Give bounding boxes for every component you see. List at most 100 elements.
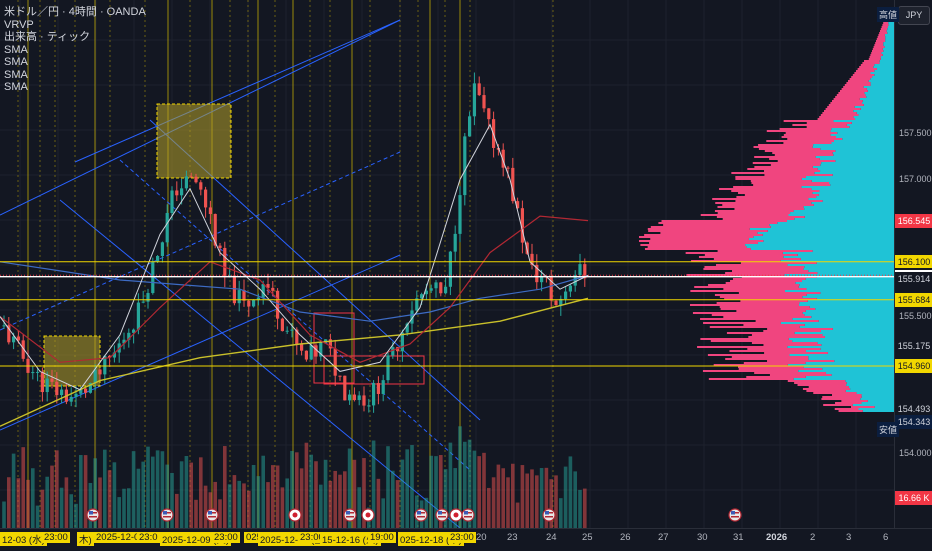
us-flag-event-icon[interactable] xyxy=(86,508,100,522)
volume-bar xyxy=(295,452,299,528)
candle-body xyxy=(184,176,188,189)
indicator-sma-1[interactable]: SMA xyxy=(4,43,28,56)
volume-bar xyxy=(50,465,54,528)
sma-line[interactable] xyxy=(0,261,589,322)
candle-body xyxy=(55,381,59,396)
vrvp-down-bar xyxy=(751,342,818,344)
vrvp-up-bar xyxy=(888,24,894,26)
volume-bar xyxy=(549,479,553,528)
candle-body xyxy=(559,298,563,306)
time-label: 6 xyxy=(883,532,889,543)
price-axis[interactable]: 157.500 157.000 155.500 154.000 156.545 156.1… xyxy=(894,0,932,528)
jp-flag-event-icon[interactable] xyxy=(361,508,375,522)
vrvp-up-bar xyxy=(882,54,894,56)
vrvp-down-bar xyxy=(724,298,817,300)
vrvp-up-bar xyxy=(787,346,894,348)
highlight-box[interactable] xyxy=(156,103,232,179)
vrvp-down-bar xyxy=(876,38,886,40)
vrvp-down-bar xyxy=(753,184,831,186)
candle-body xyxy=(122,339,126,344)
economic-event-icons[interactable] xyxy=(86,508,742,522)
volume-bars xyxy=(2,426,587,528)
candle-body xyxy=(218,245,222,248)
sma-line[interactable] xyxy=(0,297,589,427)
candle-body xyxy=(463,136,467,196)
vrvp-down-bar xyxy=(792,124,847,126)
us-flag-event-icon[interactable] xyxy=(435,508,449,522)
us-flag-event-icon[interactable] xyxy=(160,508,174,522)
us-flag-event-icon[interactable] xyxy=(343,508,357,522)
vrvp-down-bar xyxy=(859,66,874,68)
sma-line[interactable] xyxy=(0,123,589,391)
volume-bar xyxy=(170,472,174,528)
vrvp-down-bar xyxy=(840,90,868,92)
indicator-volume[interactable]: 出来高 · ティック xyxy=(4,31,91,43)
time-axis[interactable]: 12-03 (水) 23:00 木) 2025-12-0 23:0 2025-12-09 … xyxy=(0,528,932,551)
vrvp-up-bar xyxy=(845,390,894,392)
vrvp-down-bar xyxy=(835,96,867,98)
indicator-vrvp[interactable]: VRVP xyxy=(4,18,34,31)
time-label: 2026 xyxy=(766,532,788,543)
vrvp-down-bar xyxy=(717,212,791,214)
volume-bar xyxy=(64,477,69,528)
candle-body xyxy=(36,371,40,373)
descending-channel-midline[interactable] xyxy=(119,159,471,471)
indicator-sma-3[interactable]: SMA xyxy=(4,68,28,81)
us-flag-event-icon[interactable] xyxy=(461,508,475,522)
volume-bar xyxy=(261,455,265,528)
time-label: 30 xyxy=(697,532,708,543)
vrvp-up-bar xyxy=(886,30,894,32)
vrvp-down-bar xyxy=(878,34,885,36)
candle-body xyxy=(376,383,380,394)
candle-body xyxy=(583,264,587,279)
candle-body xyxy=(549,277,553,301)
vrvp-up-bar xyxy=(887,26,894,28)
currency-button[interactable]: JPY xyxy=(898,6,930,25)
vrvp-up-bar xyxy=(784,290,894,292)
indicator-sma-4[interactable]: SMA xyxy=(4,81,28,93)
vrvp-down-bar xyxy=(841,88,867,90)
vrvp-up-bar xyxy=(861,394,894,396)
us-flag-event-icon[interactable] xyxy=(205,508,219,522)
vrvp-down-bar xyxy=(848,80,869,82)
vrvp-down-bar xyxy=(882,24,889,26)
channel-midline[interactable] xyxy=(0,151,401,331)
vrvp-down-bar xyxy=(831,394,862,396)
volume-bar xyxy=(539,468,544,528)
candle-body xyxy=(520,208,524,243)
us-flag-event-icon[interactable] xyxy=(414,508,428,522)
volume-bar xyxy=(443,469,448,528)
us-flag-event-icon[interactable] xyxy=(728,508,742,522)
vrvp-up-bar xyxy=(835,160,894,162)
vrvp-down-bar xyxy=(883,22,889,24)
jp-flag-event-icon[interactable] xyxy=(449,508,463,522)
volume-bar xyxy=(40,489,45,528)
jp-flag-event-icon[interactable] xyxy=(288,508,302,522)
candle-body xyxy=(482,95,486,109)
volume-bar xyxy=(343,471,347,528)
sma-line[interactable] xyxy=(0,215,589,363)
vrvp-down-bar xyxy=(644,234,763,236)
vrvp-down-bar xyxy=(806,126,850,128)
volume-bar xyxy=(501,468,505,528)
vrvp-down-bar xyxy=(764,150,836,152)
vrvp-down-bar xyxy=(856,70,875,72)
vrvp-up-bar xyxy=(780,260,894,262)
indicator-sma-2[interactable]: SMA xyxy=(4,56,28,68)
volume-bar xyxy=(194,499,198,528)
vrvp-up-bar xyxy=(830,130,894,132)
vrvp-up-bar xyxy=(883,42,894,44)
volume-bar xyxy=(203,485,208,528)
channel-line[interactable] xyxy=(74,19,401,163)
vrvp-down-bar xyxy=(731,356,809,358)
us-flag-event-icon[interactable] xyxy=(542,508,556,522)
volume-bar xyxy=(103,449,107,528)
vrvp-down-bar xyxy=(754,166,813,168)
volume-bar xyxy=(290,450,294,528)
price-label: 156.545 xyxy=(895,214,932,229)
symbol-title[interactable]: 米ドル／円 · 4時間 · OANDA xyxy=(4,6,146,18)
vrvp-down-bar xyxy=(750,180,812,182)
vrvp-down-bar xyxy=(877,36,886,38)
vrvp-up-bar xyxy=(830,184,894,186)
